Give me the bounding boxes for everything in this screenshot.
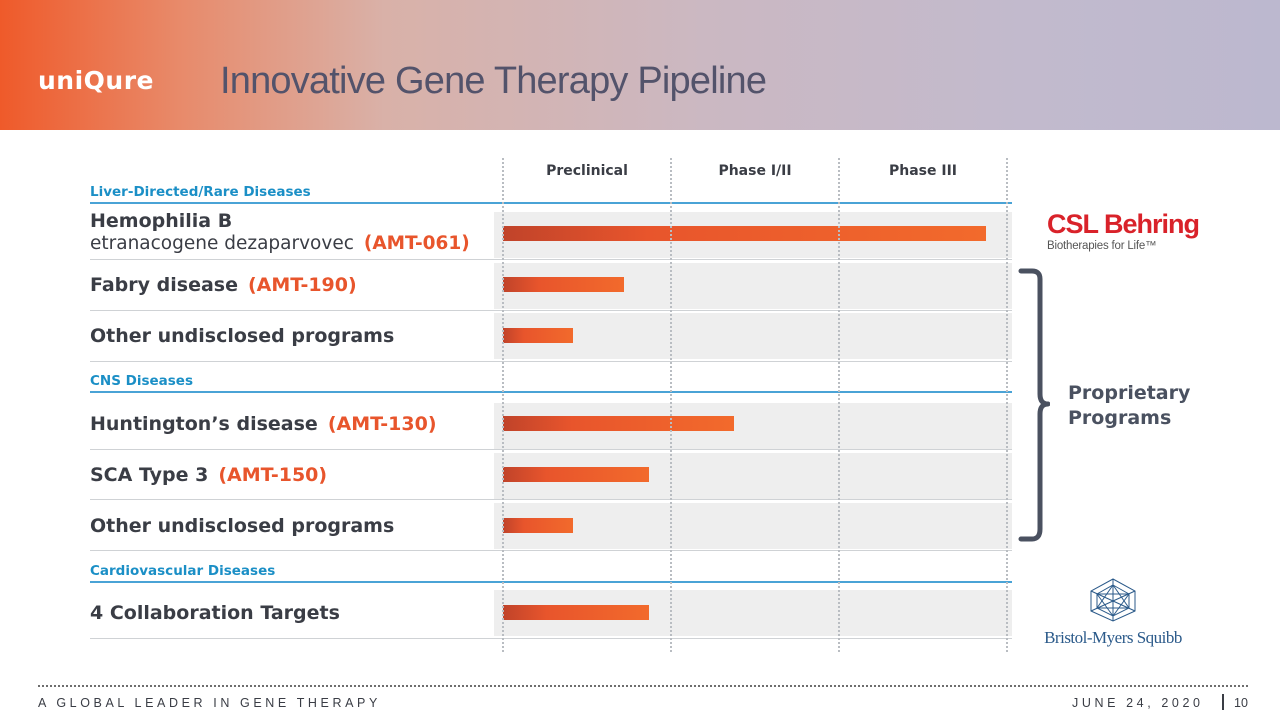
- row-divider: [90, 499, 1012, 500]
- program-name-fabry: Fabry disease (AMT-190): [90, 274, 357, 296]
- drug-name: etranacogene dezaparvovec: [90, 233, 354, 254]
- row-divider: [90, 449, 1012, 450]
- phase-divider: [838, 158, 840, 652]
- program-name-collaboration-targets: 4 Collaboration Targets: [90, 602, 340, 624]
- row-divider: [90, 259, 1012, 260]
- phase-divider: [502, 158, 504, 652]
- page-title: Innovative Gene Therapy Pipeline: [220, 60, 767, 102]
- program-subtitle: etranacogene dezaparvovec (AMT-061): [90, 233, 470, 254]
- bms-logo: Bristol-Myers Squibb: [1040, 577, 1186, 648]
- bms-emblem-icon: [1090, 578, 1136, 622]
- category-label-cns: CNS Diseases: [90, 373, 193, 389]
- proprietary-line-2: Programs: [1068, 407, 1172, 429]
- program-name: Other undisclosed programs: [90, 325, 395, 347]
- progress-bar-sca-type-3: [503, 467, 649, 482]
- program-name-other-cns: Other undisclosed programs: [90, 515, 394, 537]
- category-divider: [90, 391, 1012, 393]
- footer-tagline: A GLOBAL LEADER IN GENE THERAPY: [38, 696, 381, 710]
- row-background: [494, 503, 1012, 549]
- program-code: (AMT-130): [327, 413, 437, 435]
- program-name: SCA Type 3: [90, 464, 209, 486]
- footer-divider: [38, 685, 1248, 687]
- header-band: uniQure Innovative Gene Therapy Pipeline: [0, 0, 1280, 130]
- bms-name: Bristol-Myers Squibb: [1044, 628, 1182, 647]
- progress-bar-collaboration-targets: [503, 605, 649, 620]
- row-divider: [90, 550, 1012, 551]
- progress-bar-fabry: [503, 277, 624, 292]
- progress-bar-huntingtons: [503, 416, 734, 431]
- row-background: [494, 313, 1012, 359]
- program-name: Other undisclosed programs: [90, 515, 395, 537]
- row-divider: [90, 310, 1012, 311]
- csl-tagline: Biotherapies for Life™: [1047, 240, 1157, 252]
- row-divider: [90, 638, 1012, 639]
- program-name-sca-type-3: SCA Type 3 (AMT-150): [90, 464, 327, 486]
- bracket-icon: [1018, 268, 1050, 542]
- category-divider: [90, 202, 1012, 204]
- program-name-hemophilia-b: Hemophilia B: [90, 210, 232, 232]
- footer-separator: [1222, 694, 1224, 710]
- proprietary-programs-label: Proprietary Programs: [1068, 381, 1190, 431]
- csl-name: CSL Behring: [1047, 209, 1200, 239]
- page-number: 10: [1234, 696, 1248, 710]
- program-name: Hemophilia B: [90, 210, 233, 232]
- category-divider: [90, 581, 1012, 583]
- proprietary-line-1: Proprietary: [1068, 382, 1191, 404]
- company-logo: uniQure: [38, 66, 154, 95]
- program-name-huntingtons: Huntington’s disease (AMT-130): [90, 413, 437, 435]
- row-divider: [90, 361, 1012, 362]
- phase-header-phase-1-2: Phase I/II: [718, 163, 792, 179]
- program-code: (AMT-190): [247, 274, 357, 296]
- category-label-cardiovascular: Cardiovascular Diseases: [90, 563, 276, 579]
- progress-bar-hemophilia-b: [503, 226, 986, 241]
- csl-behring-logo: CSL Behring Biotherapies for Life™: [1047, 209, 1200, 252]
- program-name-other-liver: Other undisclosed programs: [90, 325, 394, 347]
- program-name: Huntington’s disease: [90, 413, 318, 435]
- progress-bar-other-liver: [503, 328, 573, 343]
- progress-bar-other-cns: [503, 518, 573, 533]
- footer-date: JUNE 24, 2020: [1072, 696, 1204, 710]
- program-code: (AMT-150): [218, 464, 328, 486]
- phase-header-phase-3: Phase III: [888, 163, 957, 179]
- category-label-liver: Liver-Directed/Rare Diseases: [90, 184, 311, 200]
- phase-divider: [670, 158, 672, 652]
- program-name: 4 Collaboration Targets: [90, 602, 340, 624]
- program-name: Fabry disease: [90, 274, 238, 296]
- program-code: (AMT-061): [363, 233, 470, 254]
- phase-divider: [1006, 158, 1008, 652]
- phase-header-preclinical: Preclinical: [546, 163, 628, 179]
